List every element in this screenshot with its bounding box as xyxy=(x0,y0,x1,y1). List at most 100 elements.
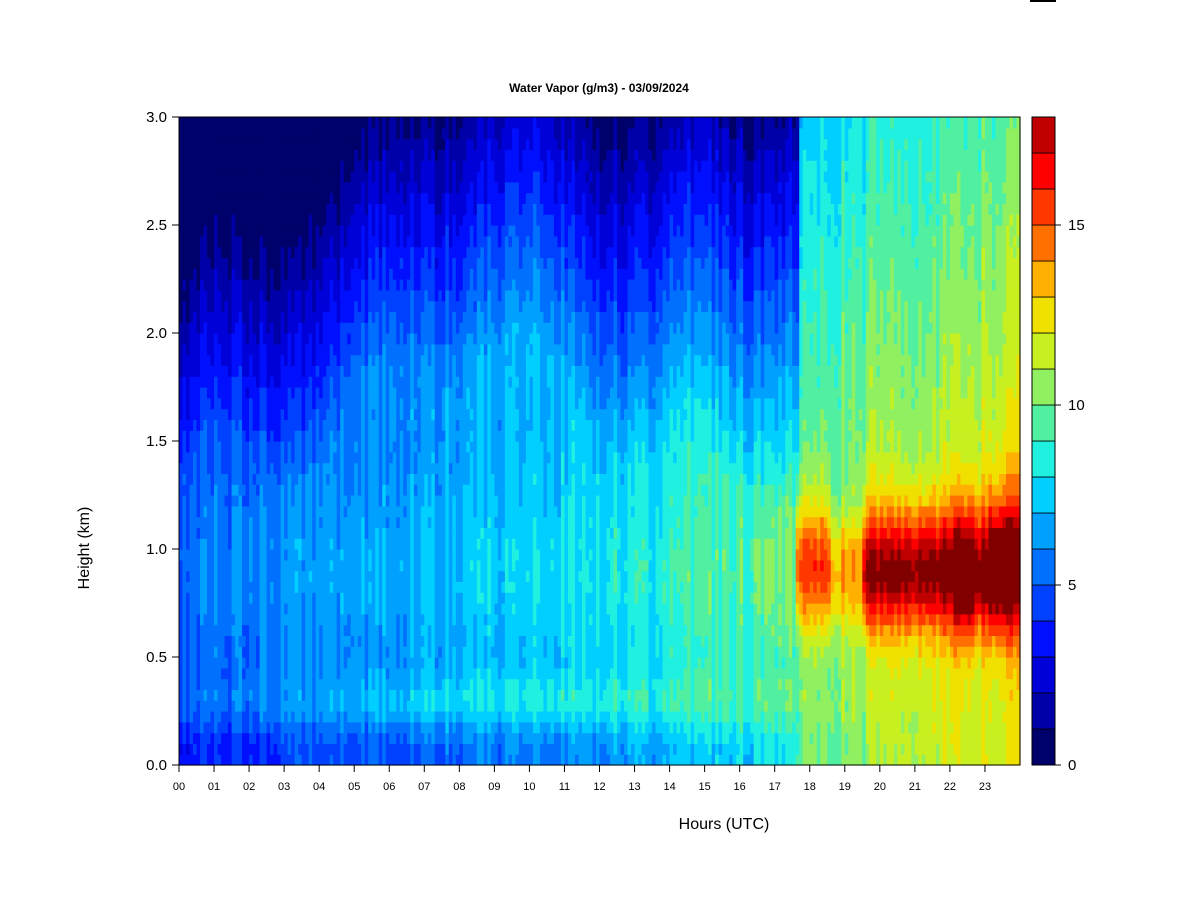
heatmap-cell xyxy=(417,689,422,701)
heatmap-cell xyxy=(336,667,341,680)
heatmap-cell xyxy=(238,462,243,474)
heatmap-cell xyxy=(186,149,191,161)
heatmap-cell xyxy=(284,721,289,734)
heatmap-cell xyxy=(350,538,355,550)
heatmap-cell xyxy=(284,451,289,464)
heatmap-cell xyxy=(308,279,313,291)
heatmap-cell xyxy=(361,257,366,269)
heatmap-cell xyxy=(217,732,222,744)
heatmap-cell xyxy=(312,235,317,248)
heatmap-cell xyxy=(455,300,460,312)
heatmap-cell xyxy=(245,635,250,647)
heatmap-cell xyxy=(466,127,471,140)
heatmap-cell xyxy=(315,646,320,658)
heatmap-cell xyxy=(301,613,306,626)
heatmap-cell xyxy=(340,235,345,248)
heatmap-cell xyxy=(249,311,254,323)
heatmap-cell xyxy=(385,549,390,561)
heatmap-cell xyxy=(182,527,187,539)
heatmap-cell xyxy=(245,138,250,150)
heatmap-cell xyxy=(452,516,457,528)
heatmap-cell xyxy=(259,235,264,248)
heatmap-cell xyxy=(193,225,198,237)
heatmap-cell xyxy=(312,149,317,161)
heatmap-cell xyxy=(420,289,425,302)
heatmap-cell xyxy=(298,689,303,701)
heatmap-cell xyxy=(179,322,184,334)
heatmap-cell xyxy=(266,171,271,183)
heatmap-cell xyxy=(396,149,401,161)
heatmap-cell xyxy=(326,559,331,572)
heatmap-cell xyxy=(357,203,362,215)
heatmap-cell xyxy=(291,181,296,194)
heatmap-cell xyxy=(431,700,436,712)
heatmap-cell xyxy=(228,127,233,140)
heatmap-cell xyxy=(308,505,313,518)
heatmap-cell xyxy=(298,300,303,312)
heatmap-cell xyxy=(406,365,411,377)
heatmap-cell xyxy=(315,570,320,582)
heatmap-cell xyxy=(378,333,383,345)
heatmap-cell xyxy=(459,322,464,334)
heatmap-cell xyxy=(336,214,341,226)
heatmap-cell xyxy=(259,268,264,280)
heatmap-cell xyxy=(238,311,243,323)
heatmap-cell xyxy=(284,279,289,291)
heatmap-cell xyxy=(445,700,450,712)
heatmap-cell xyxy=(399,225,404,237)
heatmap-cell xyxy=(207,246,212,258)
heatmap-cell xyxy=(431,570,436,582)
heatmap-cell xyxy=(413,408,418,420)
heatmap-cell xyxy=(301,171,306,183)
heatmap-cell xyxy=(431,257,436,269)
heatmap-cell xyxy=(294,257,299,269)
heatmap-cell xyxy=(186,581,191,593)
heatmap-cell xyxy=(448,603,453,615)
heatmap-cell xyxy=(333,743,338,755)
heatmap-cell xyxy=(441,387,446,399)
heatmap-cell xyxy=(189,354,194,366)
heatmap-cell xyxy=(224,333,229,345)
heatmap-cell xyxy=(424,505,429,518)
heatmap-cell xyxy=(322,473,327,485)
heatmap-cell xyxy=(434,721,439,734)
heatmap-cell xyxy=(455,354,460,366)
heatmap-cell xyxy=(378,689,383,701)
heatmap-cell xyxy=(357,343,362,356)
heatmap-cell xyxy=(347,592,352,604)
heatmap-cell xyxy=(417,484,422,496)
heatmap-cell xyxy=(249,743,254,755)
heatmap-cell xyxy=(441,657,446,669)
heatmap-cell xyxy=(252,484,257,496)
heatmap-cell xyxy=(438,462,443,474)
heatmap-cell xyxy=(368,300,373,312)
heatmap-cell xyxy=(298,441,303,453)
heatmap-cell xyxy=(210,538,215,550)
heatmap-cell xyxy=(368,581,373,593)
heatmap-cell xyxy=(245,235,250,248)
heatmap-cell xyxy=(403,257,408,269)
heatmap-cell xyxy=(238,387,243,399)
heatmap-cell xyxy=(207,678,212,690)
heatmap-cell xyxy=(186,657,191,669)
heatmap-cell xyxy=(438,667,443,680)
heatmap-cell xyxy=(427,538,432,550)
heatmap-cell xyxy=(378,268,383,280)
heatmap-cell xyxy=(434,117,439,129)
heatmap-cell xyxy=(368,635,373,647)
heatmap-cell xyxy=(284,300,289,312)
heatmap-cell xyxy=(361,495,366,507)
heatmap-cell xyxy=(459,527,464,539)
heatmap-cell xyxy=(273,613,278,626)
heatmap-cell xyxy=(406,570,411,582)
heatmap-cell xyxy=(452,689,457,701)
heatmap-cell xyxy=(242,343,247,356)
heatmap-cell xyxy=(245,484,250,496)
heatmap-cell xyxy=(294,484,299,496)
heatmap-cell xyxy=(231,700,236,712)
heatmap-cell xyxy=(238,689,243,701)
heatmap-cell xyxy=(371,365,376,377)
heatmap-cell xyxy=(452,354,457,366)
heatmap-cell xyxy=(294,181,299,194)
heatmap-cell xyxy=(392,279,397,291)
